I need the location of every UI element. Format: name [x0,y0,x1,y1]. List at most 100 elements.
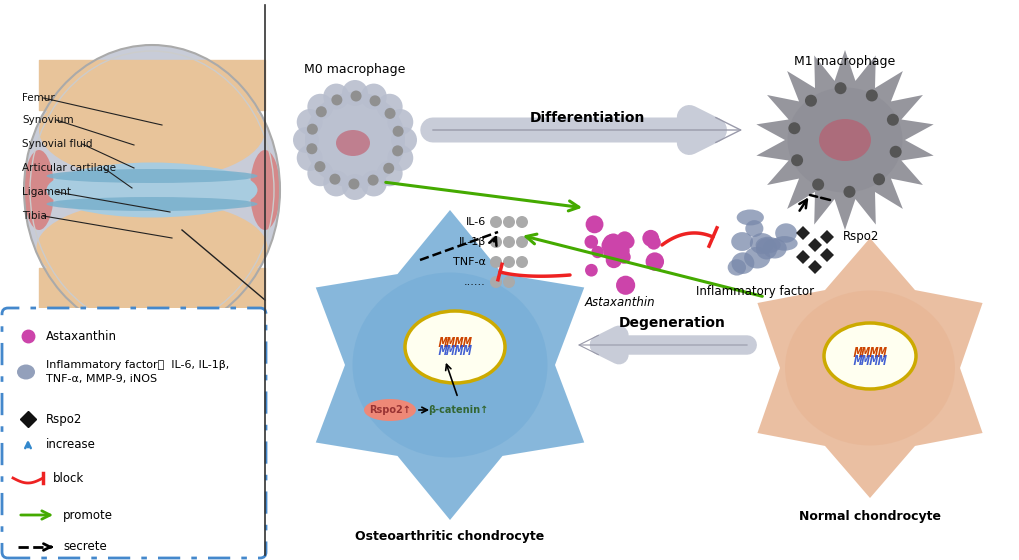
Text: MMMM: MMMM [853,354,886,368]
Polygon shape [756,50,932,230]
Circle shape [609,238,627,255]
Ellipse shape [364,399,416,421]
Text: Ligament: Ligament [22,187,71,197]
Circle shape [489,216,501,228]
Circle shape [387,109,413,135]
Circle shape [316,106,326,117]
Circle shape [306,143,317,154]
Text: Inflammatory factor: Inflammatory factor [695,285,813,298]
Text: Astaxanthin: Astaxanthin [584,296,654,309]
Text: Rspo2: Rspo2 [46,413,83,426]
Circle shape [369,95,380,106]
Ellipse shape [787,87,902,193]
Ellipse shape [47,169,257,183]
Circle shape [383,163,393,174]
Circle shape [601,237,618,254]
Ellipse shape [823,323,915,389]
Ellipse shape [305,92,405,188]
Text: Differentiation: Differentiation [529,111,645,125]
Circle shape [642,230,658,246]
Circle shape [804,95,816,107]
Circle shape [367,175,378,185]
Circle shape [602,234,621,253]
Text: Astaxanthin: Astaxanthin [46,329,117,343]
Circle shape [619,234,634,249]
Text: M0 macrophage: M0 macrophage [304,63,406,77]
FancyBboxPatch shape [2,308,266,558]
Circle shape [843,186,855,198]
Circle shape [307,124,318,134]
Ellipse shape [785,291,954,446]
Circle shape [307,94,333,120]
Text: MMMM: MMMM [853,346,886,360]
Circle shape [502,216,515,228]
Circle shape [348,179,359,189]
Text: ......: ...... [464,277,485,287]
Circle shape [489,256,501,268]
Circle shape [584,235,597,249]
Text: IL-1β: IL-1β [459,237,485,247]
Circle shape [585,264,597,277]
Ellipse shape [731,253,754,274]
Circle shape [616,250,630,264]
Text: Femur: Femur [22,93,55,103]
Text: M1 macrophage: M1 macrophage [794,55,895,68]
Circle shape [516,236,528,248]
Ellipse shape [47,162,257,217]
Circle shape [609,241,629,260]
Circle shape [351,91,361,101]
Circle shape [341,80,368,106]
Circle shape [646,236,660,250]
Text: Tibia: Tibia [22,211,47,221]
Text: Articular cartilage: Articular cartilage [22,163,116,173]
Circle shape [314,161,325,172]
Text: β-catenin↑: β-catenin↑ [427,405,488,415]
Circle shape [605,252,622,268]
Text: MMMM: MMMM [438,336,471,350]
Text: TNF-α: TNF-α [452,257,485,267]
Polygon shape [316,210,584,520]
Circle shape [489,276,501,288]
Ellipse shape [24,150,54,230]
Circle shape [607,240,623,256]
Text: Normal chondrocyte: Normal chondrocyte [798,510,941,523]
Circle shape [387,145,413,171]
Ellipse shape [745,220,762,237]
Circle shape [615,276,635,295]
Text: IL-6: IL-6 [466,217,485,227]
Circle shape [307,160,333,186]
Circle shape [502,276,515,288]
Text: Rspo2↑: Rspo2↑ [369,405,411,415]
Text: Rspo2: Rspo2 [842,230,878,243]
Circle shape [361,83,386,110]
Ellipse shape [250,150,280,230]
Circle shape [811,179,823,190]
Circle shape [591,246,603,258]
Text: Degeneration: Degeneration [619,316,726,330]
Text: Synovial fluid: Synovial fluid [22,139,93,149]
Ellipse shape [39,80,265,180]
Circle shape [585,216,603,234]
Circle shape [391,146,403,156]
Ellipse shape [736,209,763,226]
Ellipse shape [17,365,35,380]
Ellipse shape [770,236,797,251]
Circle shape [516,216,528,228]
Circle shape [376,160,403,186]
Ellipse shape [774,223,796,242]
Circle shape [361,170,386,197]
Text: Synovium: Synovium [22,115,73,125]
Circle shape [392,126,404,137]
Ellipse shape [755,237,780,253]
Circle shape [297,109,322,135]
Circle shape [502,236,515,248]
Circle shape [390,127,417,153]
Circle shape [616,231,632,248]
Circle shape [297,145,322,171]
Circle shape [331,95,342,105]
Ellipse shape [744,247,769,268]
Circle shape [604,234,621,250]
Circle shape [341,174,368,200]
Circle shape [791,154,802,166]
Ellipse shape [37,200,267,296]
